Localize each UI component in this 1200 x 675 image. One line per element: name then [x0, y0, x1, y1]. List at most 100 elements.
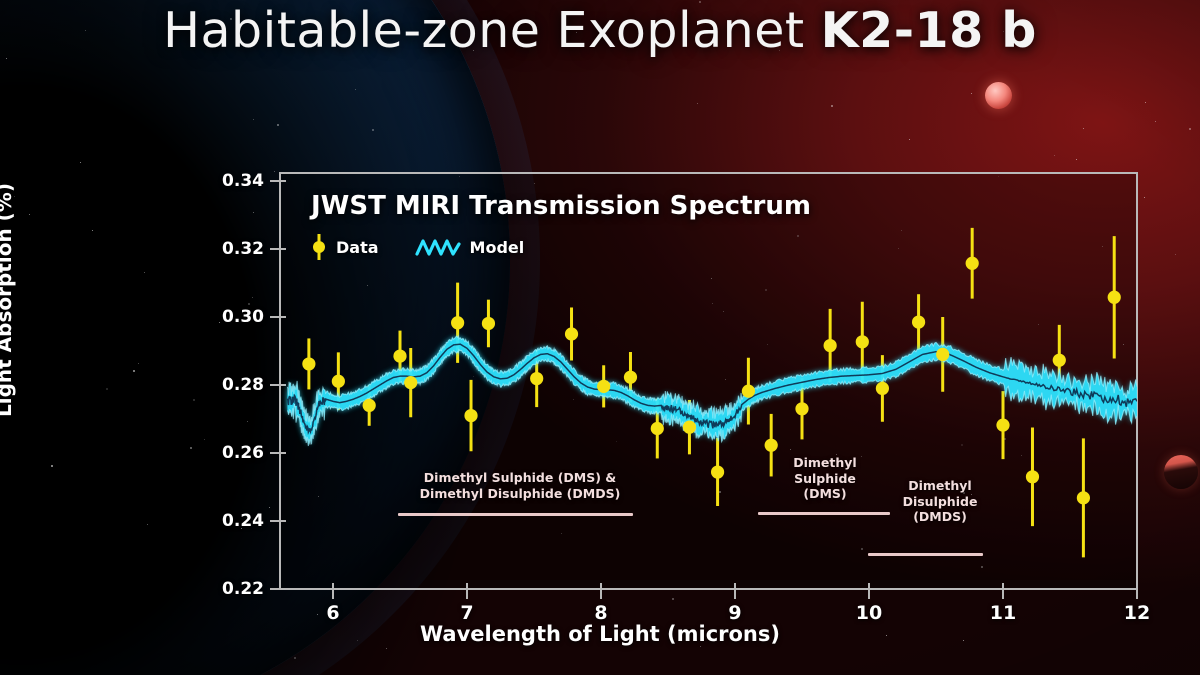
star — [723, 311, 725, 313]
x-tick-label: 10 — [855, 602, 883, 624]
star — [764, 288, 767, 291]
data-point — [623, 370, 638, 384]
star — [860, 455, 862, 457]
data-point — [875, 381, 890, 395]
star — [697, 102, 699, 104]
star — [998, 176, 1000, 178]
data-point — [1107, 290, 1121, 304]
star — [672, 597, 675, 600]
y-tick-label: 0.24 — [222, 511, 264, 531]
star — [971, 493, 973, 495]
star — [582, 42, 584, 44]
star — [796, 235, 799, 238]
star — [294, 657, 297, 660]
annotation-range-bar-dms — [758, 512, 890, 515]
data-point — [404, 376, 418, 390]
star — [317, 613, 319, 615]
data-point — [564, 327, 579, 341]
star — [533, 182, 535, 184]
star — [898, 247, 900, 249]
star — [779, 49, 781, 51]
annotation-label-dms: Dimethyl Sulphide (DMS) — [793, 455, 857, 502]
data-point — [741, 384, 756, 398]
star — [1144, 102, 1146, 104]
annotation-label-dms-dmds: Dimethyl Sulphide (DMS) & Dimethyl Disul… — [419, 470, 621, 501]
data-point — [823, 338, 837, 353]
star — [203, 439, 205, 441]
y-tick-label: 0.26 — [222, 443, 264, 463]
star — [885, 635, 887, 637]
y-tick-label: 0.34 — [222, 171, 264, 191]
data-point — [650, 421, 664, 436]
data-point — [464, 409, 478, 423]
page-title: Habitable-zone Exoplanet K2-18 b — [0, 2, 1200, 59]
star — [789, 448, 791, 450]
annotation-range-bar-dms-dmds — [398, 513, 633, 516]
data-point — [597, 379, 611, 393]
star — [900, 229, 902, 231]
star — [229, 18, 232, 21]
star — [830, 104, 833, 107]
star — [1154, 120, 1156, 122]
data-point — [855, 335, 869, 349]
y-tick-label: 0.32 — [222, 239, 264, 259]
star — [836, 454, 838, 456]
y-tick-label: 0.30 — [222, 307, 264, 327]
star — [386, 647, 388, 649]
star — [1038, 323, 1040, 325]
legend-model-label: Model — [469, 237, 525, 257]
data-point — [302, 357, 316, 371]
star — [961, 444, 964, 447]
star — [572, 398, 574, 400]
star — [699, 1, 702, 4]
data-point — [682, 420, 697, 434]
star — [105, 388, 108, 391]
axis-ticks — [270, 180, 1138, 599]
star — [1054, 155, 1056, 157]
star — [908, 139, 910, 141]
star — [371, 129, 374, 132]
star — [274, 171, 276, 173]
star — [1144, 196, 1146, 198]
x-axis-title: Wavelength of Light (microns) — [420, 622, 780, 646]
star — [710, 277, 712, 279]
data-point — [996, 418, 1010, 432]
star — [962, 640, 964, 642]
star — [1101, 246, 1103, 248]
star — [354, 89, 356, 91]
star — [1002, 30, 1004, 32]
star — [252, 118, 254, 120]
legend-model-wave-icon — [414, 239, 461, 256]
star — [860, 548, 863, 551]
star — [616, 441, 618, 443]
y-axis-title: Light Absorption (%) — [0, 183, 16, 417]
y-tick-label: 0.22 — [222, 579, 264, 599]
star — [1076, 159, 1078, 161]
star — [1123, 343, 1125, 345]
star — [1174, 253, 1176, 255]
data-point — [331, 374, 345, 388]
star — [246, 421, 248, 423]
star — [366, 284, 368, 286]
data-points — [302, 256, 1121, 505]
star — [240, 527, 242, 529]
star — [138, 363, 140, 365]
data-point — [911, 315, 926, 329]
star — [963, 492, 966, 495]
data-point — [362, 398, 376, 412]
model-median-line — [286, 334, 1137, 447]
data-point — [530, 371, 544, 386]
x-tick-label: 11 — [989, 602, 1017, 624]
star — [766, 344, 768, 346]
page-title-bold: K2-18 b — [820, 2, 1037, 59]
star — [356, 639, 358, 641]
x-tick-label: 8 — [594, 602, 608, 624]
star — [251, 297, 253, 299]
red-dwarf-star-icon — [985, 82, 1012, 109]
x-tick-label: 6 — [326, 602, 340, 624]
star — [253, 212, 255, 214]
data-point — [1052, 353, 1066, 367]
